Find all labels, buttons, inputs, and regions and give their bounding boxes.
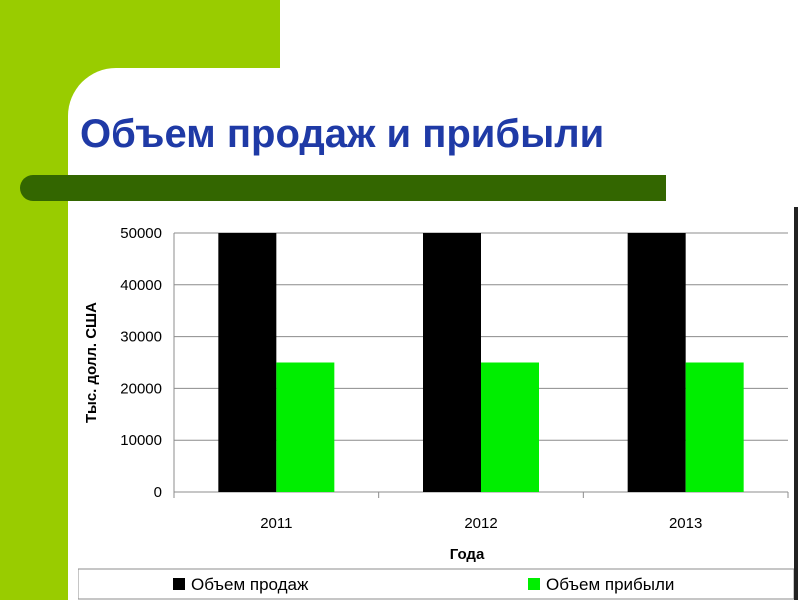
chart-area: 0 10000 20000 30000 40000 50000 2011 2012 2013 Го… <box>78 207 798 600</box>
slide-title: Объем продаж и прибыли <box>80 112 605 156</box>
x-tick-label: 2012 <box>464 515 497 532</box>
legend-label: Объем прибыли <box>546 575 674 594</box>
bar-2011-sales <box>218 233 277 492</box>
y-tick-label: 30000 <box>120 329 162 346</box>
bar-chart: 0 10000 20000 30000 40000 50000 2011 2012 2013 Го… <box>78 225 795 600</box>
y-tick-label: 10000 <box>120 432 162 449</box>
x-tick-label: 2013 <box>669 515 702 532</box>
legend-swatch <box>173 578 185 590</box>
bar-2012-sales <box>423 233 481 492</box>
y-axis-title: Тыс. долл. США <box>83 302 100 423</box>
y-tick-label: 0 <box>154 484 162 501</box>
title-divider-bar <box>20 175 666 201</box>
x-axis-title: Года <box>450 546 485 563</box>
legend-swatch <box>528 578 540 590</box>
x-tick-label: 2011 <box>260 515 292 532</box>
bar-2013-profit <box>685 362 744 492</box>
bar-2012-profit <box>481 362 539 492</box>
legend-label: Объем продаж <box>191 575 309 594</box>
y-tick-label: 50000 <box>120 225 162 242</box>
chart-frame-edge <box>794 207 798 600</box>
y-tick-label: 40000 <box>120 277 162 294</box>
legend-box <box>78 568 795 600</box>
background-accent-strip <box>0 0 70 600</box>
bar-2011-profit <box>276 362 335 492</box>
y-tick-label: 20000 <box>120 380 162 397</box>
bar-2013-sales <box>627 233 686 492</box>
